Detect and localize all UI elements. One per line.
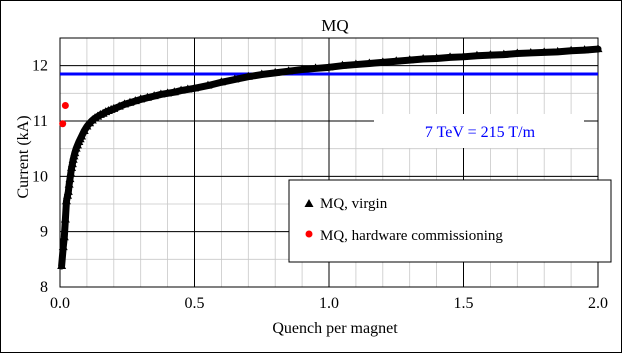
reference-label-bg [374,114,584,148]
x-tick-labels: 0.0 0.5 1.0 1.5 2.0 [50,295,608,312]
chart-title: MQ [321,16,348,35]
x-tick-label: 1.5 [454,295,474,312]
series-layer [57,44,603,270]
reference-label-box: 7 TeV = 215 T/m [374,114,584,148]
x-tick-label: 0.5 [185,295,205,312]
series-virgin-dense-band [58,45,602,270]
x-tick-label: 1.0 [319,295,339,312]
reference-label: 7 TeV = 215 T/m [425,124,536,141]
y-tick-label: 8 [40,279,48,296]
legend: MQ, virgin MQ, hardware commissioning [288,179,612,263]
y-axis-label: Current (kA) [15,115,32,198]
legend-marker-hardware-commissioning [305,230,313,238]
x-tick-label: 0.0 [50,295,70,312]
plot-area [59,37,599,288]
y-tick-label: 11 [33,113,48,130]
legend-label-hardware-commissioning: MQ, hardware commissioning [320,228,503,244]
legend-marker-virgin [304,199,314,207]
x-axis-label: Quench per magnet [272,320,398,337]
y-tick-label: 12 [32,58,48,75]
x-tick-label: 2.0 [588,295,608,312]
y-tick-labels: 8 9 10 11 12 [32,58,48,296]
y-tick-label: 10 [32,168,48,185]
y-tick-label: 9 [40,224,48,241]
legend-box [288,179,612,263]
data-point-hardware-commissioning [61,102,69,110]
data-point-hardware-commissioning [59,120,67,128]
legend-label-virgin: MQ, virgin [320,196,388,212]
